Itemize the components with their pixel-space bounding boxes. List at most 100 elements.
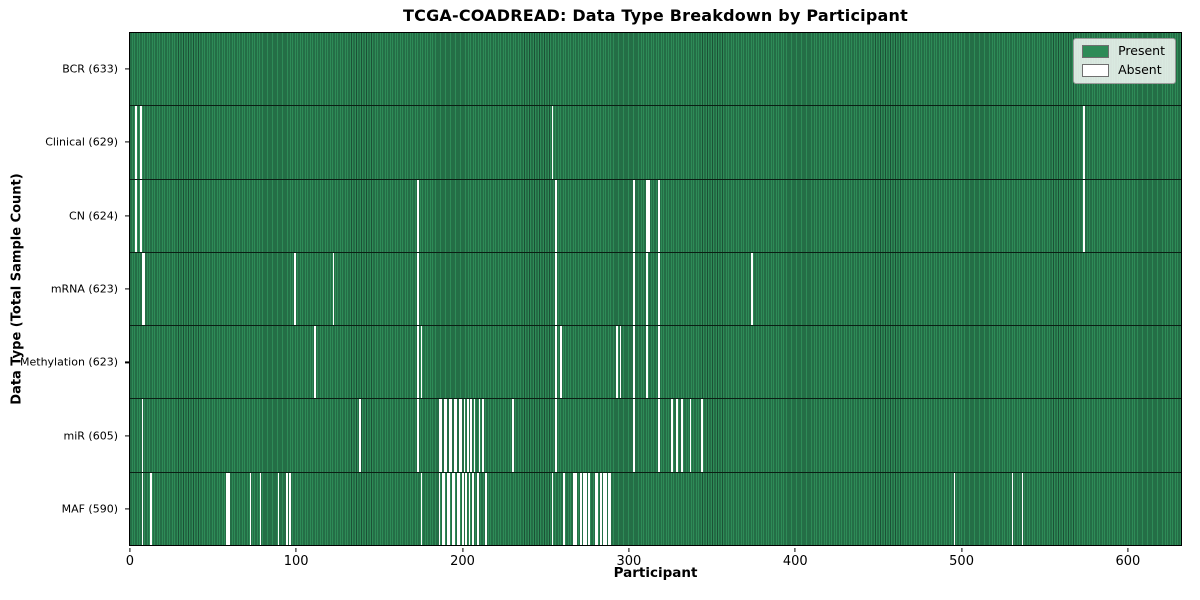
absent-stripe — [511, 399, 514, 472]
absent-stripe — [442, 472, 444, 545]
y-tick-label: miR (605) — [63, 429, 119, 443]
legend-label-present: Present — [1118, 43, 1165, 59]
absent-stripe — [141, 399, 144, 472]
y-tick-mark — [125, 141, 129, 143]
absent-stripe — [481, 399, 484, 472]
absent-stripe — [134, 106, 137, 179]
absent-stripe — [314, 326, 316, 399]
heatmap-row-mRNA — [130, 252, 1181, 327]
absent-stripe — [563, 472, 565, 545]
absent-stripe — [468, 472, 471, 545]
heatmap-row-Clinical — [130, 106, 1181, 180]
absent-stripe — [440, 399, 443, 472]
absent-stripe — [286, 472, 288, 545]
absent-stripe — [603, 472, 605, 545]
absent-stripe — [588, 472, 590, 545]
absent-stripe — [332, 252, 335, 326]
absent-stripe — [555, 326, 557, 399]
absent-stripe — [259, 472, 262, 545]
absent-stripe — [438, 472, 441, 545]
absent-stripe — [671, 399, 673, 472]
absent-stripe — [463, 399, 466, 472]
absent-stripe — [149, 472, 152, 545]
y-tick-label: Methylation (623) — [20, 355, 118, 369]
absent-stripe — [448, 399, 451, 472]
y-axis-tick-area: BCR (633) Clinical (629) CN (624) mRNA (623… — [0, 32, 129, 546]
absent-stripe — [473, 399, 476, 472]
absent-stripe — [485, 472, 487, 545]
absent-stripe — [462, 472, 464, 545]
y-tick-mark — [125, 288, 129, 290]
plot-area: Present Absent — [129, 32, 1182, 546]
absent-stripe — [455, 399, 458, 472]
absent-stripe — [467, 399, 469, 472]
absent-stripe — [417, 252, 419, 326]
absent-stripe — [657, 179, 660, 252]
absent-stripe — [1011, 472, 1014, 545]
chart-title: TCGA-COADREAD: Data Type Breakdown by Pa… — [403, 6, 908, 25]
absent-stripe — [657, 252, 660, 326]
absent-stripe — [460, 399, 463, 472]
x-tick-label: 400 — [782, 554, 808, 569]
y-tick-mark — [125, 508, 129, 510]
absent-stripe — [633, 326, 635, 399]
x-axis-label: Participant — [613, 565, 698, 581]
absent-stripe — [458, 399, 461, 472]
y-tick-label: MAF (590) — [61, 502, 118, 516]
x-tick-label: 500 — [949, 554, 974, 569]
absent-stripe — [551, 106, 554, 179]
absent-stripe — [584, 472, 587, 545]
heatmap-row-CN — [130, 179, 1181, 253]
absent-stripe — [445, 399, 448, 472]
absent-stripe — [1021, 472, 1024, 545]
absent-stripe — [447, 472, 449, 545]
heatmap-row-BCR — [130, 33, 1181, 107]
absent-stripe — [555, 399, 557, 472]
absent-stripe — [465, 472, 468, 545]
absent-stripe — [657, 399, 660, 472]
absent-stripe — [689, 399, 692, 472]
absent-stripe — [141, 472, 144, 545]
absent-stripe — [294, 252, 297, 326]
x-tick-mark — [1127, 547, 1129, 552]
absent-stripe — [555, 252, 557, 326]
absent-stripe — [443, 399, 446, 472]
heatmap-rows — [130, 33, 1181, 545]
x-tick-label: 100 — [283, 554, 309, 569]
absent-stripe — [470, 399, 473, 472]
absent-stripe — [452, 472, 454, 545]
y-tick-mark — [125, 435, 129, 437]
absent-stripe — [646, 326, 649, 399]
legend-swatch-absent — [1082, 64, 1110, 77]
absent-stripe — [227, 472, 230, 545]
absent-stripe — [596, 472, 599, 545]
absent-stripe — [417, 179, 419, 252]
heatmap-row-Methylation — [130, 326, 1181, 400]
absent-stripe — [457, 472, 459, 545]
x-tick-label: 300 — [616, 554, 642, 569]
absent-stripe — [139, 179, 142, 252]
legend-entry-absent: Absent — [1082, 64, 1165, 77]
absent-stripe — [249, 472, 252, 545]
absent-stripe — [574, 472, 577, 545]
absent-stripe — [555, 179, 557, 252]
absent-stripe — [448, 472, 451, 545]
legend-swatch-present — [1082, 45, 1110, 58]
absent-stripe — [560, 326, 562, 399]
absent-stripe — [657, 326, 660, 399]
absent-stripe — [551, 472, 554, 545]
heatmap-row-miR — [130, 399, 1181, 473]
absent-stripe — [750, 252, 753, 326]
absent-stripe — [417, 399, 419, 472]
absent-stripe — [633, 399, 635, 472]
x-axis-tick-area: 0 100 200 300 400 500 600 — [126, 546, 1182, 570]
absent-stripe — [573, 472, 575, 545]
absent-stripe — [701, 399, 703, 472]
absent-stripe — [417, 326, 419, 399]
absent-stripe — [453, 399, 456, 472]
absent-stripe — [681, 399, 683, 472]
x-tick-label: 200 — [450, 554, 475, 569]
absent-stripe — [472, 472, 474, 545]
y-tick-label: BCR (633) — [62, 62, 118, 76]
